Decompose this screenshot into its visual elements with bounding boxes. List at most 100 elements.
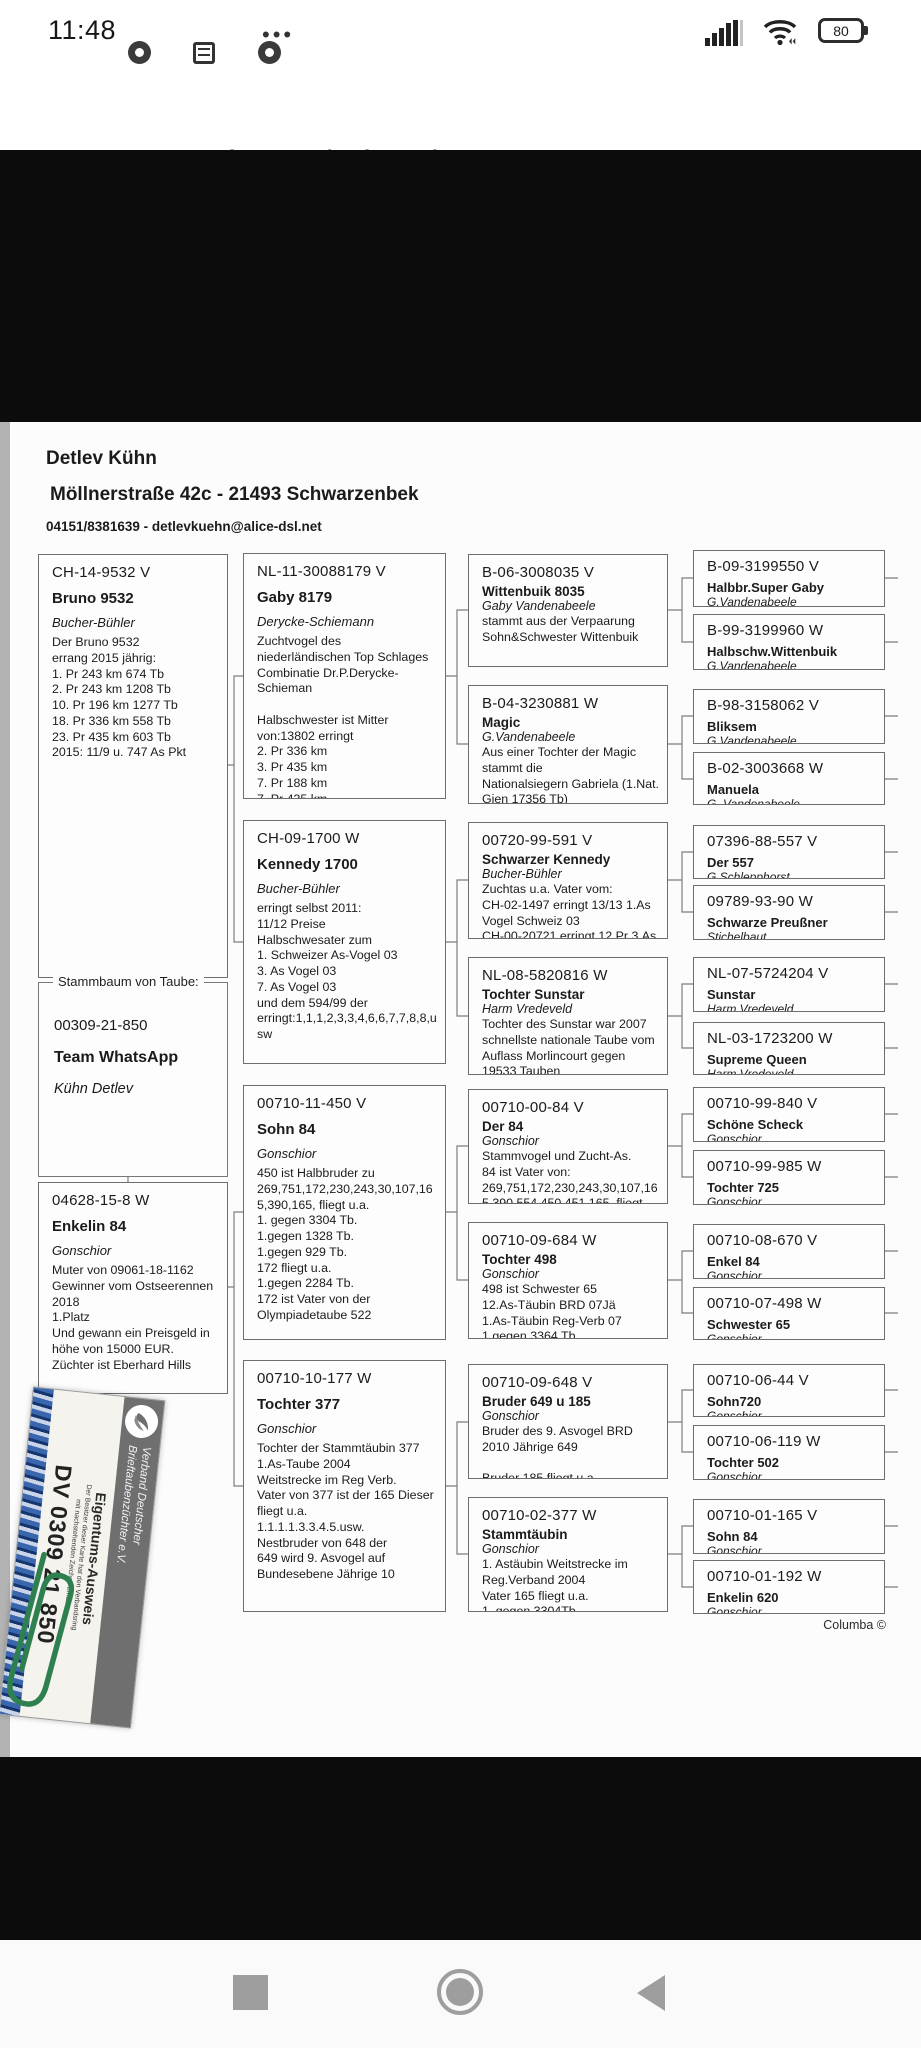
pigeon-notes: Der Bruno 9532 errang 2015 jährig: 1. Pr… [52,635,187,760]
breeder: Harm Vredeveld [707,1067,794,1075]
breeder: Gonschior [482,1134,539,1148]
breeder: G.Vandenabeele [707,659,797,670]
breeder: Harm Vredeveld [707,1002,794,1012]
ring-number: 00710-06-44 V [707,1372,809,1389]
breeder: Gonschior [482,1409,539,1423]
scan-edge [0,422,10,1757]
letterbox-top [0,150,921,422]
battery-percent: 80 [833,22,849,39]
pigeon-notes: Bruder des 9. Asvogel BRD 2010 Jährige 6… [482,1424,633,1479]
ring-number: 00710-01-192 W [707,1568,822,1585]
breeder: Bucher-Bühler [257,881,340,896]
pigeon-name: Halbschw.Wittenbuik [707,644,838,659]
box-gen4-6: 09789-93-90 W Schwarze Preußner Stichelb… [693,885,885,940]
pigeon-notes: Aus einer Tochter der Magic stammt die N… [482,745,660,804]
pigeon-name: Stammtäubin [482,1527,568,1542]
box-gen4-2: B-99-3199960 W Halbschw.Wittenbuik G.Van… [693,614,885,670]
box-gen4-8: NL-03-1723200 W Supreme Queen Harm Vrede… [693,1022,885,1075]
breeder: G.Vandenabeele [707,595,797,607]
box-gen4-10: 00710-99-985 W Tochter 725 Gonschior [693,1150,885,1205]
ring-number: 07396-88-557 V [707,833,818,850]
pigeon-name: Der 84 [482,1119,524,1134]
breeder: Gonschior [257,1146,317,1161]
pigeon-notes: 450 ist Halbbruder zu 269,751,172,230,24… [257,1166,433,1322]
pigeon-name: Supreme Queen [707,1052,807,1067]
ring-number: 09789-93-90 W [707,893,813,910]
box-stammtaeubin: 00710-02-377 W Stammtäubin Gonschior 1. … [468,1497,668,1612]
pigeon-name: Sohn720 [707,1394,762,1409]
box-gen4-15: 00710-01-165 V Sohn 84 Gonschior [693,1499,885,1554]
pigeon-notes: Zuchtvogel des niederländischen Top Schl… [257,634,429,799]
pigeon-name: Schöne Scheck [707,1117,804,1132]
pigeon-name: Schwarze Preußner [707,915,828,930]
breeder: Gonschior [707,1195,762,1205]
breeder: Bucher-Bühler [482,867,562,881]
android-nav-bar [0,1940,921,2048]
subject-legend: Stammbaum von Taube: [53,974,204,989]
box-gen4-3: B-98-3158062 V Bliksem G.Vandenabeele [693,689,885,744]
home-button[interactable] [437,1969,483,2015]
box-gen4-14: 00710-06-119 W Tochter 502 Gonschior [693,1425,885,1480]
breeder: Gonschior [482,1542,539,1556]
box-sohn-84: 00710-11-450 V Sohn 84 Gonschior 450 ist… [243,1085,446,1340]
ring-number: 00710-09-684 W [482,1232,597,1249]
box-gen4-11: 00710-08-670 V Enkel 84 Gonschior [693,1224,885,1279]
box-wittenbuik-8035: B-06-3008035 V Wittenbuik 8035 Gaby Vand… [468,554,668,667]
verband-dove-logo-icon [123,1403,161,1440]
box-gen4-16: 00710-01-192 W Enkelin 620 Gonschior [693,1560,885,1614]
pedigree-document: Detlev Kühn Möllnerstraße 42c - 21493 Sc… [0,422,921,1757]
breeder: G. Vandenabeele [707,797,800,805]
breeder: Gonschior [707,1132,762,1142]
signal-strength-icon [705,20,743,46]
breeder: Gonschior [707,1269,762,1279]
ring-number: 00710-99-840 V [707,1095,818,1112]
ring-number: 00710-99-985 W [707,1158,822,1175]
breeder: Gaby Vandenabeele [482,599,596,613]
pigeon-name: Bruno 9532 [52,590,134,607]
ring-number: 00710-06-119 W [707,1433,821,1450]
ring-number: B-98-3158062 V [707,697,820,714]
ring-number: 00710-09-648 V [482,1374,593,1391]
box-schwarzer-kennedy: 00720-99-591 V Schwarzer Kennedy Bucher-… [468,822,668,939]
ring-number: 00710-08-670 V [707,1232,818,1249]
pigeon-name: Enkel 84 [707,1254,760,1269]
box-gen4-12: 00710-07-498 W Schwester 65 Gonschior [693,1287,885,1340]
ring-number: NL-07-5724204 V [707,965,829,982]
ring-number: B-02-3003668 W [707,760,824,777]
breeder: Gonschior [707,1605,762,1614]
breeder: Gonschior [482,1267,539,1281]
pigeon-name: Schwester 65 [707,1317,791,1332]
pigeon-name: Tochter 377 [257,1396,341,1413]
pigeon-name: Bruder 649 u 185 [482,1394,591,1409]
letterbox-bottom [0,1757,921,1940]
pigeon-notes: erringt selbst 2011: 11/12 Preise Halbsc… [257,901,437,1041]
paperclip-icon [0,1526,108,1738]
pigeon-name: Enkelin 620 [707,1590,779,1605]
back-button[interactable] [637,1975,665,2011]
ring-number: 00710-02-377 W [482,1507,597,1524]
box-gen4-9: 00710-99-840 V Schöne Scheck Gonschior [693,1087,885,1142]
wifi-icon [762,17,798,52]
owner-address: Möllnerstraße 42c - 21493 Schwarzenbek [50,484,419,505]
pigeon-name: Tochter 498 [482,1252,557,1267]
breeder: G.Vandenabeele [482,730,576,744]
ring-number: B-04-3230881 W [482,695,599,712]
box-gen4-4: B-02-3003668 W Manuela G. Vandenabeele [693,752,885,805]
ring-number: 00710-11-450 V [257,1095,367,1112]
ring-number: NL-08-5820816 W [482,967,608,984]
chrome-notification-icon [128,41,151,64]
subject-breeder: Kühn Detlev [54,1081,133,1097]
pigeon-notes: Stammvogel und Zucht-As. 84 ist Vater vo… [482,1149,658,1204]
more-notifications-icon: ••• [262,22,295,47]
pigeon-name: Sohn 84 [257,1121,316,1138]
status-bar: 11:48 ••• 80 [0,0,921,65]
owner-contact: 04151/8381639 - detlevkuehn@alice-dsl.ne… [46,519,322,534]
breeder: Derycke-Schiemann [257,614,375,629]
ring-number: B-99-3199960 W [707,622,824,639]
recents-button[interactable] [233,1975,268,2010]
pigeon-notes: 498 ist Schwester 65 12.As-Täubin BRD 07… [482,1282,622,1339]
breeder: Bucher-Bühler [52,615,135,630]
breeder: Gonschior [257,1421,317,1436]
box-gen4-13: 00710-06-44 V Sohn720 Gonschior [693,1364,885,1417]
pigeon-name: Tochter 725 [707,1180,780,1195]
